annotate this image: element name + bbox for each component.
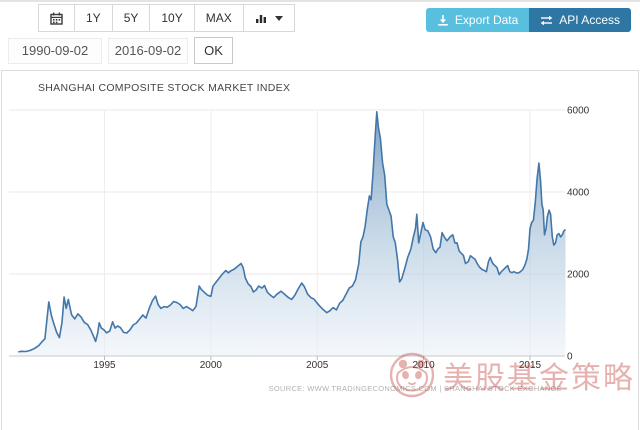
chart-toolbar: 1Y 5Y 10Y MAX: [38, 4, 295, 32]
series-area-fill: [18, 111, 566, 356]
chart-title: SHANGHAI COMPOSITE STOCK MARKET INDEX: [38, 82, 291, 94]
start-date-input[interactable]: [8, 37, 102, 64]
swap-arrows-icon: [540, 15, 553, 26]
cropped-row-remnant: [0, 0, 640, 2]
chart-axes: 1995 2000 2005 2010 2015 0 2000 4000 6000: [9, 106, 590, 371]
x-axis-label: 1995: [93, 360, 116, 371]
api-access-button[interactable]: API Access: [529, 8, 631, 32]
chart-type-dropdown[interactable]: [242, 4, 295, 32]
x-axis-label: 2010: [413, 360, 436, 371]
export-data-label: Export Data: [454, 13, 519, 27]
download-icon: [437, 14, 449, 26]
range-button-1y[interactable]: 1Y: [74, 4, 113, 32]
end-date-input[interactable]: [108, 37, 188, 64]
x-axis-label: 2015: [519, 360, 542, 371]
bar-chart-icon: [255, 12, 267, 24]
range-button-max[interactable]: MAX: [193, 4, 244, 32]
x-axis-label: 2005: [306, 360, 329, 371]
range-button-10y[interactable]: 10Y: [149, 4, 195, 32]
source-attribution: SOURCE: WWW.TRADINGECONOMICS.COM | SHANG…: [268, 384, 562, 393]
series-line: [18, 111, 566, 353]
price-chart[interactable]: 1995 2000 2005 2010 2015 0 2000 4000 6000: [0, 70, 640, 405]
api-access-label: API Access: [559, 13, 620, 27]
y-axis-label: 2000: [567, 270, 590, 281]
export-data-button[interactable]: Export Data: [425, 8, 530, 32]
calendar-button[interactable]: [38, 4, 75, 32]
export-api-group: Export Data API Access: [425, 8, 631, 32]
x-axis-label: 2000: [200, 360, 223, 371]
calendar-icon: [50, 12, 63, 25]
date-range-controls: OK: [8, 37, 233, 64]
ok-button[interactable]: OK: [194, 37, 233, 64]
chevron-down-icon: [274, 15, 283, 21]
y-axis-label: 6000: [567, 106, 590, 117]
y-axis-label: 0: [567, 352, 573, 363]
range-button-5y[interactable]: 5Y: [111, 4, 151, 32]
y-axis-label: 4000: [567, 188, 590, 199]
chart-series: [18, 111, 566, 356]
